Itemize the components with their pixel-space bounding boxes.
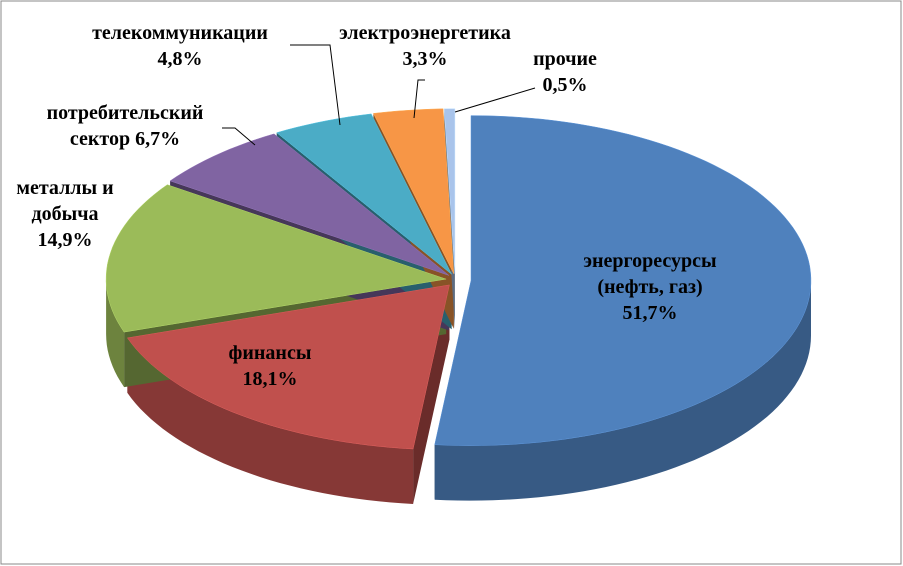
slice-label: потребительский сектор 6,7% [20,100,230,152]
value-label: 4,8% [157,48,203,70]
slice-label: телекоммуникации 4,8% [55,20,305,72]
value-label: 0,5% [542,74,588,96]
category-label: прочие [533,48,597,70]
leader-line [222,127,256,146]
value-label: 14,9% [37,229,93,251]
pie-slice [169,133,450,276]
slice-label: металлы и добыча 14,9% [5,175,125,253]
slice-label: финансы 18,1% [170,340,370,392]
category-label: телекоммуникации [92,22,268,44]
slice-wall [127,337,414,504]
pie-slice [443,108,456,274]
leader-line [413,79,425,119]
slice-wall [434,280,811,501]
slice-label: электроэнергетика 3,3% [315,20,535,72]
leader-lines [222,44,536,146]
pie-slice [105,184,447,333]
slice-label: прочие 0,5% [510,46,620,98]
category-label: финансы [228,342,312,364]
value-label: 3,3% [402,48,448,70]
category-label: металлы и добыча [16,177,114,225]
pie-slice [434,115,812,446]
value-label: 6,7% [135,128,181,150]
pie [105,108,812,504]
category-label: электроэнергетика [339,22,511,44]
value-label: 51,7% [622,302,678,324]
pie-slice [373,108,455,274]
category-label: потребительский сектор [46,102,204,150]
value-label: 18,1% [242,368,298,390]
category-label: энергоресурсы (нефть, газ) [583,250,717,298]
pie-slice [126,284,450,450]
leader-line [454,87,536,113]
slice-label: энергоресурсы (нефть, газ) 51,7% [550,248,750,326]
leader-line [290,44,341,126]
pie-slice [276,113,452,275]
